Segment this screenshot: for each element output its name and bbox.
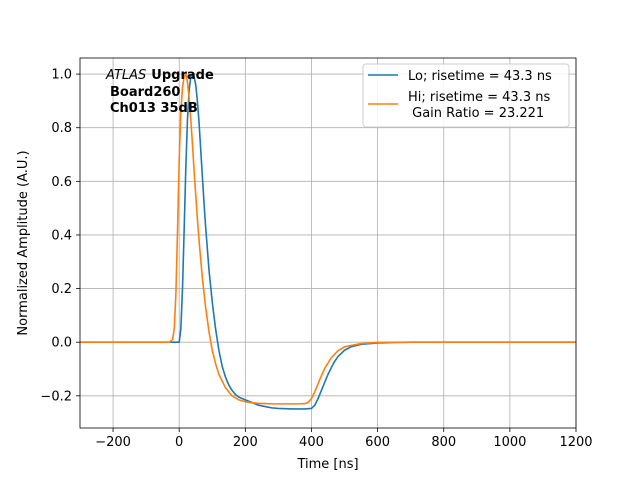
x-tick-label: 800 xyxy=(431,435,456,450)
annotation-line-3: Ch013 35dB xyxy=(110,101,198,116)
x-tick-label: −200 xyxy=(95,435,131,450)
axes-frame xyxy=(79,57,577,429)
axis-ticks: −200 0 200 400 600 800 1000 1200 −0.2 0.0 0.2 0.4 0.… xyxy=(40,68,592,450)
y-tick-label: −0.2 xyxy=(40,389,72,404)
y-tick-label: 1.0 xyxy=(51,68,72,83)
series-line-hi xyxy=(80,73,576,405)
atlas-annotation: ATLAS Upgrade Board260 Ch013 35dB xyxy=(105,68,214,116)
x-axis-label: Time [ns] xyxy=(296,457,358,472)
y-tick-label: 0.8 xyxy=(51,121,72,136)
x-tick-label: 200 xyxy=(233,435,258,450)
x-tick-label: 600 xyxy=(365,435,390,450)
legend-label-hi-line-1: Hi; risetime = 43.3 ns xyxy=(408,90,550,105)
series-line-lo xyxy=(80,73,576,410)
y-tick-label: 0.6 xyxy=(51,175,72,190)
x-tick-label: 1000 xyxy=(493,435,526,450)
y-tick-label: 0.0 xyxy=(51,336,72,351)
annotation-line-2: Board260 xyxy=(110,85,180,100)
annotation-upgrade: Upgrade xyxy=(151,68,214,83)
legend-label-hi-line-2: Gain Ratio = 23.221 xyxy=(408,106,544,121)
y-tick-label: 0.4 xyxy=(51,228,72,243)
series-lines xyxy=(80,73,576,410)
legend: Lo; risetime = 43.3 ns Hi; risetime = 43… xyxy=(362,63,570,128)
legend-label-lo: Lo; risetime = 43.3 ns xyxy=(408,69,552,84)
legend-box xyxy=(362,63,570,128)
x-tick-label: 0 xyxy=(175,435,183,450)
legend-label-hi: Hi; risetime = 43.3 ns Gain Ratio = 23.2… xyxy=(408,90,550,121)
annotation-line-1: ATLAS Upgrade xyxy=(105,68,214,83)
x-tick-label: 400 xyxy=(299,435,324,450)
y-tick-label: 0.2 xyxy=(51,282,72,297)
annotation-atlas: ATLAS xyxy=(105,68,146,83)
x-tick-label: 1200 xyxy=(559,435,592,450)
y-axis-label: Normalized Amplitude (A.U.) xyxy=(16,150,31,335)
